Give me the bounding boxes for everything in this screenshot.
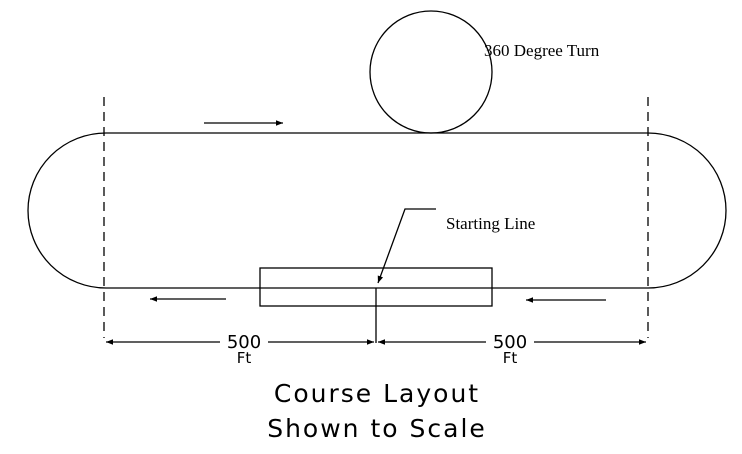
left-distance-unit: Ft bbox=[237, 349, 252, 367]
caption-line-2: Shown to Scale bbox=[267, 414, 487, 443]
turn-circle bbox=[369, 10, 493, 134]
course-left-curve bbox=[27, 132, 107, 289]
left-distance-value: 500 bbox=[227, 332, 261, 353]
right-distance-value: 500 bbox=[493, 332, 527, 353]
starting-line-leader bbox=[377, 208, 436, 284]
right-distance-unit: Ft bbox=[503, 349, 518, 367]
course-right-curve bbox=[647, 132, 727, 289]
caption-line-1: Course Layout bbox=[274, 379, 480, 408]
starting-line-label: Starting Line bbox=[446, 214, 535, 233]
turn-label: 360 Degree Turn bbox=[484, 41, 600, 60]
